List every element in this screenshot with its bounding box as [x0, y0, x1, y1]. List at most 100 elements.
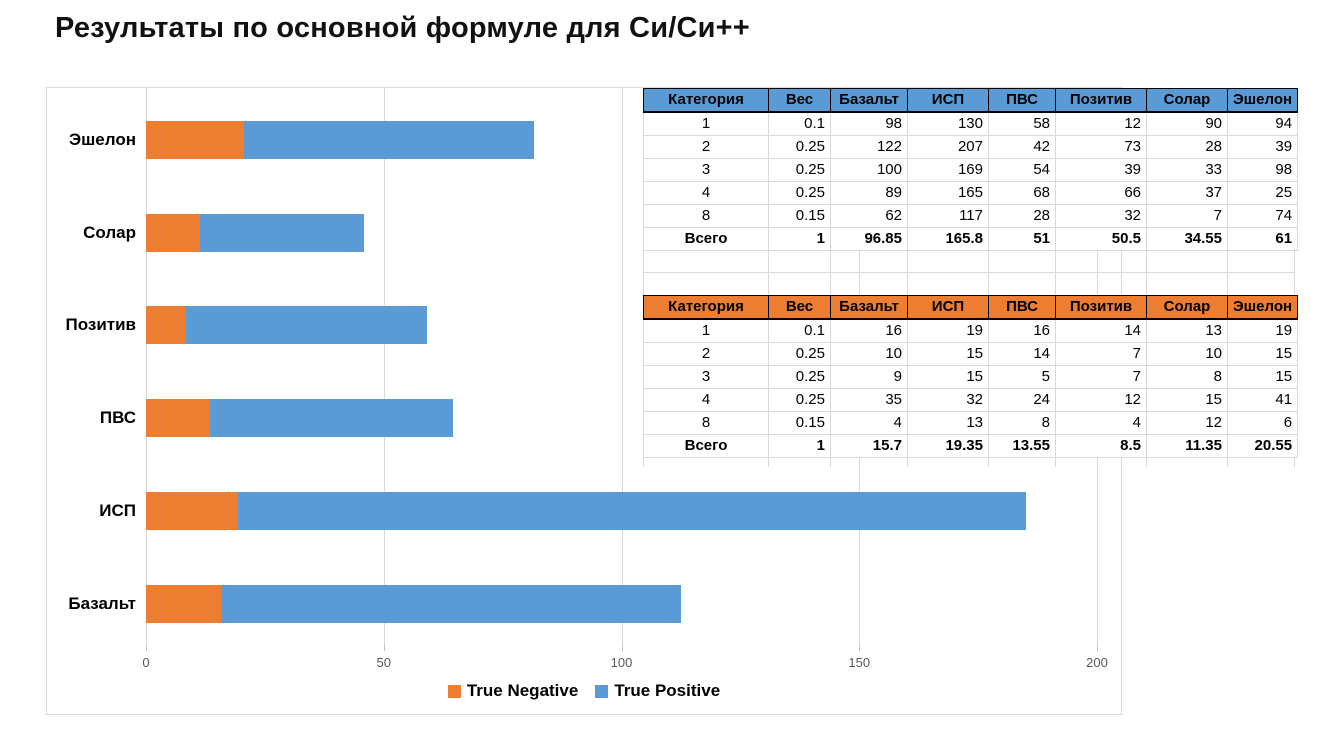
- data-cell: 39: [1055, 158, 1147, 182]
- data-cell: 100: [830, 158, 908, 182]
- grid-line: [768, 458, 769, 467]
- data-cell: 94: [1227, 112, 1299, 136]
- column-header: Вес: [768, 295, 831, 320]
- data-row: 8 0.15 4 13 8 4 12 6: [643, 411, 1299, 435]
- data-cell: 62: [830, 204, 908, 228]
- axis-tick: [383, 645, 385, 651]
- bar-row: [146, 399, 453, 438]
- bar-segment-true-negative: [146, 491, 238, 530]
- data-cell: 32: [907, 388, 989, 412]
- category-cell: 4: [643, 181, 769, 205]
- column-header: Позитив: [1055, 295, 1147, 320]
- data-cell: 32: [1055, 204, 1147, 228]
- total-cell: 96.85: [830, 227, 908, 251]
- total-cell: 50.5: [1055, 227, 1147, 251]
- category-label: Базальт: [68, 593, 136, 613]
- total-cell: Всего: [643, 227, 769, 251]
- data-cell: 8: [1146, 365, 1228, 389]
- bar-segment-true-positive: [220, 584, 682, 623]
- bar-segment-true-positive: [238, 491, 1027, 530]
- bar-row: [146, 213, 365, 252]
- spreadsheet-grid-remnant: [643, 458, 1295, 467]
- data-cell: 12: [1146, 411, 1228, 435]
- category-label: Эшелон: [69, 130, 136, 149]
- column-header: Позитив: [1055, 88, 1147, 113]
- data-cell: 0.25: [768, 388, 831, 412]
- data-cell: 130: [907, 112, 989, 136]
- column-header: ИСП: [907, 295, 989, 320]
- data-cell: 117: [907, 204, 989, 228]
- bar-row: [146, 121, 534, 159]
- data-cell: 7: [1055, 342, 1147, 366]
- data-cell: 8: [988, 411, 1056, 435]
- data-cell: 73: [1055, 135, 1147, 159]
- data-cell: 5: [988, 365, 1056, 389]
- bar-row: [146, 584, 682, 623]
- axis-tick: [1097, 645, 1098, 651]
- data-cell: 6: [1227, 411, 1299, 435]
- column-header: Базальт: [830, 295, 908, 320]
- bar-segment-true-negative: [146, 584, 221, 623]
- bar-segment-true-negative: [146, 121, 244, 159]
- data-cell: 13: [907, 411, 989, 435]
- data-cell: 15: [1227, 365, 1299, 389]
- column-header: Эшелон: [1226, 88, 1299, 113]
- axis-tick-label: 200: [1086, 655, 1108, 670]
- legend-label: True Negative: [466, 681, 579, 700]
- data-row: 3 0.25 9 15 5 7 8 15: [643, 365, 1299, 389]
- gridline: [146, 88, 147, 645]
- axis-tick: [146, 645, 147, 651]
- grid-line: [830, 458, 831, 467]
- column-header: Вес: [768, 88, 831, 113]
- category-cell: 1: [643, 112, 769, 136]
- axis-tick-label: 0: [142, 655, 150, 670]
- data-cell: 0.25: [768, 158, 831, 182]
- legend-swatch: [595, 684, 609, 698]
- grid-line: [988, 458, 989, 467]
- category-label: Солар: [83, 222, 136, 242]
- gridline: [621, 88, 623, 645]
- data-cell: 33: [1146, 158, 1228, 182]
- axis-tick: [621, 645, 623, 651]
- data-cell: 19: [907, 319, 989, 343]
- data-cell: 4: [1055, 411, 1147, 435]
- data-cell: 14: [988, 342, 1056, 366]
- grid-line: [1055, 458, 1056, 467]
- grid-line: [907, 458, 908, 467]
- data-cell: 7: [1055, 365, 1147, 389]
- legend-swatch: [447, 684, 461, 698]
- column-header: ПВС: [988, 295, 1056, 320]
- data-cell: 0.25: [768, 365, 831, 389]
- total-cell: 8.5: [1055, 434, 1147, 458]
- true-negative-table: Категория Вес Базальт ИСП ПВС Позитив Солар Эше…: [643, 295, 1299, 458]
- grid-line: [1227, 458, 1228, 467]
- data-row: 3 0.25 100 169 54 39 33 98: [643, 158, 1299, 182]
- data-cell: 0.1: [768, 319, 831, 343]
- data-cell: 13: [1146, 319, 1228, 343]
- bar-segment-true-positive: [186, 306, 427, 345]
- total-cell: 1: [768, 227, 831, 251]
- data-cell: 7: [1146, 204, 1228, 228]
- bar-segment-true-positive: [243, 121, 534, 159]
- data-cell: 122: [830, 135, 908, 159]
- data-cell: 15: [907, 365, 989, 389]
- data-cell: 19: [1227, 319, 1299, 343]
- total-cell: 13.55: [988, 434, 1056, 458]
- total-cell: 61: [1227, 227, 1299, 251]
- data-cell: 16: [830, 319, 908, 343]
- data-row: 1 0.1 98 130 58 12 90 94: [643, 112, 1299, 136]
- category-cell: 8: [643, 411, 769, 435]
- category-cell: 4: [643, 388, 769, 412]
- data-cell: 12: [1055, 112, 1147, 136]
- data-cell: 0.25: [768, 181, 831, 205]
- category-cell: 1: [643, 319, 769, 343]
- data-cell: 169: [907, 158, 989, 182]
- category-label: Позитив: [65, 315, 136, 335]
- header-row: Категория Вес Базальт ИСП ПВС Позитив Солар Эше…: [643, 295, 1299, 320]
- data-cell: 35: [830, 388, 908, 412]
- data-cell: 0.25: [768, 342, 831, 366]
- data-cell: 98: [1227, 158, 1299, 182]
- data-cell: 41: [1227, 388, 1299, 412]
- data-cell: 0.15: [768, 411, 831, 435]
- total-cell: 11.35: [1146, 434, 1228, 458]
